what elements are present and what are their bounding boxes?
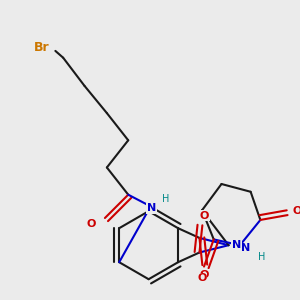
- Text: N: N: [147, 203, 156, 213]
- Text: O: O: [197, 273, 207, 283]
- Text: O: O: [200, 211, 209, 220]
- Text: Br: Br: [34, 41, 50, 55]
- Text: O: O: [292, 206, 300, 216]
- Text: N: N: [232, 240, 241, 250]
- Text: N: N: [241, 243, 250, 253]
- Text: H: H: [258, 252, 265, 262]
- Text: O: O: [87, 219, 96, 229]
- Text: O: O: [200, 270, 209, 280]
- Text: H: H: [162, 194, 170, 204]
